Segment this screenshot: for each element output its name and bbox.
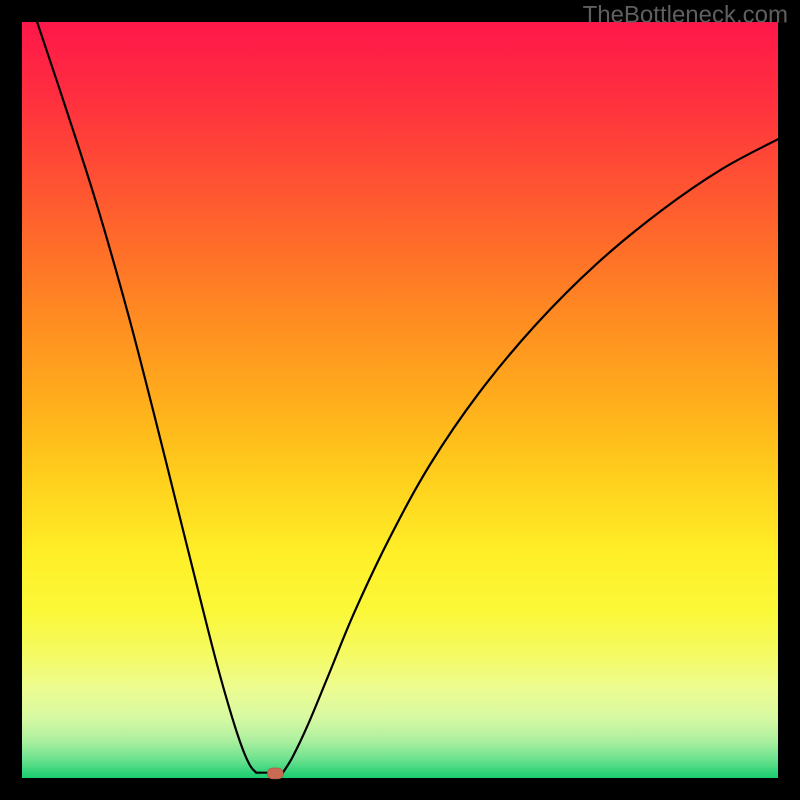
watermark-text: TheBottleneck.com — [583, 1, 788, 28]
bottleneck-marker — [267, 768, 283, 779]
chart-frame: TheBottleneck.com — [0, 0, 800, 800]
gradient-background — [22, 22, 778, 778]
chart-svg: TheBottleneck.com — [0, 0, 800, 800]
